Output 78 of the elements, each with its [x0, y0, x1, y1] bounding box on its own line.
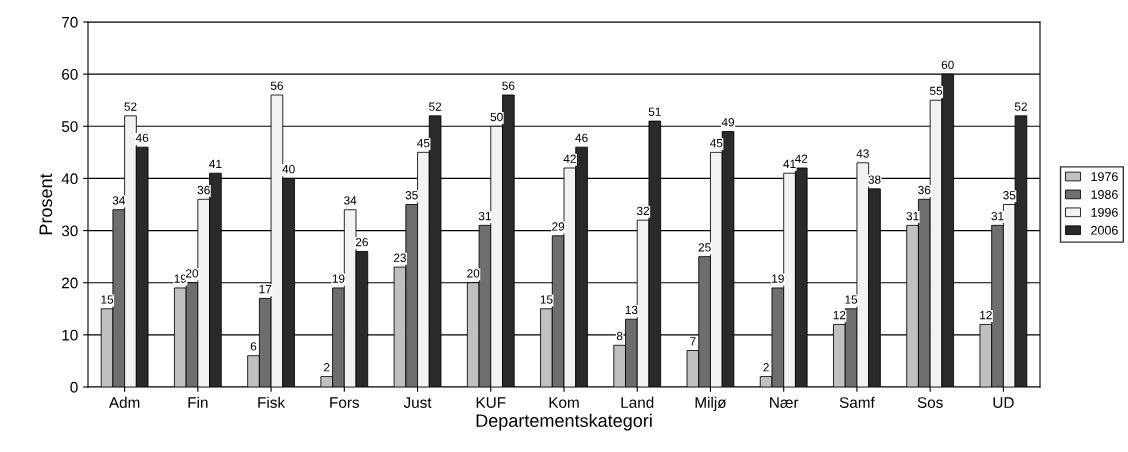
data-label: 52 — [429, 102, 442, 111]
data-label: 43 — [856, 149, 869, 158]
data-label: 51 — [648, 107, 661, 116]
data-label: 26 — [355, 237, 368, 247]
data-label: 52 — [124, 102, 137, 111]
data-label: 35 — [1003, 191, 1016, 200]
data-label: 31 — [478, 211, 491, 221]
legend-label: 1976 — [1091, 172, 1118, 181]
data-label: 20 — [186, 269, 199, 278]
y-tick-label: 20 — [62, 277, 78, 289]
data-label: 12 — [980, 310, 992, 320]
data-label: 15 — [845, 295, 858, 304]
legend-label: 1986 — [1091, 190, 1118, 199]
data-label: 46 — [575, 133, 588, 143]
data-label: 15 — [101, 295, 114, 304]
data-label: 45 — [417, 139, 430, 148]
data-label: 8 — [616, 331, 623, 341]
x-tick-label: UD — [993, 397, 1014, 408]
data-label: 7 — [690, 337, 696, 346]
data-label: 31 — [906, 211, 919, 221]
data-label: 41 — [209, 159, 222, 168]
data-label: 34 — [112, 196, 125, 205]
data-label: 36 — [197, 185, 210, 195]
x-tick-label: Fors — [330, 397, 360, 408]
data-label: 29 — [552, 222, 565, 231]
legend-label: 1996 — [1091, 207, 1118, 217]
y-tick-label: 0 — [70, 381, 78, 393]
data-label: 20 — [467, 269, 480, 278]
data-label: 42 — [563, 154, 576, 163]
data-label: 12 — [833, 310, 846, 320]
data-label: 2 — [763, 363, 769, 372]
y-tick-label: 70 — [62, 16, 78, 28]
x-tick-label: Sos — [917, 397, 943, 408]
x-tick-label: Fin — [188, 396, 208, 408]
x-tick-label: Fisk — [258, 396, 286, 408]
data-label: 40 — [282, 164, 295, 174]
data-label: 41 — [783, 159, 796, 168]
data-label: 49 — [721, 118, 735, 127]
data-label: 45 — [710, 139, 723, 148]
data-label: 15 — [540, 295, 553, 304]
y-tick-label: 60 — [62, 69, 78, 80]
x-tick-label: KUF — [476, 397, 506, 408]
data-label: 23 — [393, 253, 407, 262]
x-tick-label: Adm — [108, 396, 140, 408]
data-label: 38 — [868, 175, 881, 184]
data-label: 19 — [772, 274, 784, 283]
data-label: 13 — [625, 305, 638, 315]
data-label: 2 — [324, 363, 330, 372]
data-label: 50 — [490, 112, 503, 122]
x-axis-title: Departementskategori — [476, 413, 652, 431]
data-label: 52 — [1014, 102, 1027, 111]
x-tick-label: Samf — [839, 396, 875, 408]
data-label: 35 — [405, 191, 418, 200]
data-label: 19 — [332, 274, 345, 283]
y-axis-title: Prosent — [39, 173, 53, 235]
y-tick-label: 40 — [61, 173, 78, 185]
data-label: 36 — [918, 185, 931, 195]
x-tick-label: Nær — [770, 397, 799, 408]
x-tick-label: Just — [403, 397, 432, 408]
data-label: 42 — [794, 154, 808, 163]
data-label: 34 — [344, 196, 357, 205]
x-tick-label: Kom — [549, 397, 579, 408]
y-tick-label: 50 — [61, 121, 78, 132]
data-label: 56 — [502, 81, 515, 90]
data-label: 25 — [698, 243, 711, 252]
y-tick-label: 10 — [62, 329, 78, 341]
data-label: 32 — [636, 206, 650, 216]
data-label: 56 — [270, 81, 283, 90]
data-label: 60 — [941, 60, 954, 70]
data-label: 55 — [929, 86, 943, 96]
data-label: 17 — [259, 285, 272, 294]
data-label: 6 — [250, 342, 257, 351]
data-label: 31 — [991, 211, 1004, 221]
x-tick-label: Miljø — [695, 396, 727, 411]
data-label: 46 — [135, 133, 149, 143]
x-tick-label: Land — [621, 396, 654, 408]
y-tick-label: 30 — [61, 225, 78, 237]
legend-label: 2006 — [1091, 225, 1118, 235]
